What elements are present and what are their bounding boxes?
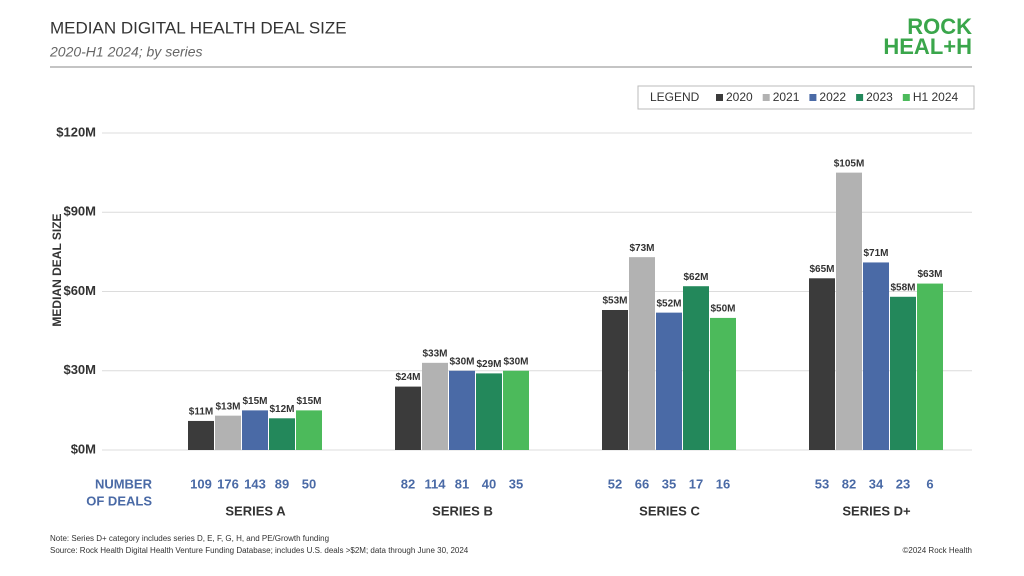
deal-count: 109 — [190, 476, 212, 491]
data-label: $15M — [242, 396, 267, 407]
data-label: $53M — [602, 296, 627, 307]
y-tick-label: $90M — [63, 204, 96, 219]
legend-swatch — [762, 94, 770, 101]
data-label: $13M — [215, 401, 240, 412]
data-label: $12M — [269, 404, 294, 415]
chart-subtitle: 2020-H1 2024; by series — [49, 44, 203, 60]
data-label: $30M — [449, 356, 474, 367]
y-axis-label: MEDIAN DEAL SIZE — [50, 213, 64, 326]
x-tick-label: SERIES A — [225, 503, 286, 518]
bar — [269, 418, 295, 450]
legend-label: 2023 — [866, 90, 893, 104]
deal-count: 114 — [425, 476, 447, 491]
data-label: $71M — [863, 248, 888, 259]
deal-count-label: NUMBER — [95, 476, 153, 491]
deal-count-label: OF DEALS — [86, 493, 152, 508]
deal-count: 143 — [244, 476, 266, 491]
bar — [710, 317, 736, 450]
bar — [890, 296, 916, 450]
deal-count: 82 — [842, 476, 856, 491]
copyright: ©2024 Rock Health — [903, 546, 973, 555]
x-tick-label: SERIES B — [432, 503, 493, 518]
deal-count: 66 — [635, 476, 649, 491]
deal-count: 176 — [217, 476, 239, 491]
bar — [215, 415, 241, 450]
data-label: $105M — [834, 158, 865, 169]
data-label: $62M — [683, 272, 708, 283]
deal-count: 40 — [482, 476, 496, 491]
data-label: $33M — [422, 348, 447, 359]
bar — [296, 410, 322, 450]
bar — [917, 283, 943, 450]
y-tick-label: $0M — [71, 441, 96, 456]
legend-swatch — [902, 94, 910, 101]
y-tick-label: $60M — [63, 283, 96, 298]
legend-label: 2021 — [773, 90, 800, 104]
chart-title: MEDIAN DIGITAL HEALTH DEAL SIZE — [50, 18, 347, 37]
data-label: $30M — [503, 356, 528, 367]
legend-title: LEGEND — [650, 90, 700, 104]
bar — [188, 420, 214, 450]
data-label: $50M — [710, 304, 735, 315]
bar — [422, 362, 448, 450]
bar — [242, 410, 268, 450]
deal-count: 23 — [896, 476, 910, 491]
bar — [476, 373, 502, 450]
logo: HEAL+H — [883, 34, 972, 59]
y-tick-label: $120M — [56, 124, 96, 139]
bar — [683, 286, 709, 450]
y-tick-label: $30M — [63, 362, 96, 377]
deal-count: 81 — [455, 476, 469, 491]
deal-count: 17 — [689, 476, 703, 491]
data-label: $52M — [656, 298, 681, 309]
note: Note: Series D+ category includes series… — [50, 534, 329, 543]
legend-swatch — [809, 94, 817, 101]
deal-count: 50 — [302, 476, 316, 491]
logo: ROCK — [907, 14, 972, 39]
deal-count: 34 — [869, 476, 884, 491]
source: Source: Rock Health Digital Health Ventu… — [50, 546, 469, 555]
deal-count: 82 — [401, 476, 415, 491]
bar — [629, 257, 655, 450]
data-label: $63M — [917, 269, 942, 280]
bar — [503, 370, 529, 450]
data-label: $24M — [395, 372, 420, 383]
bar — [836, 172, 862, 450]
bar — [449, 370, 475, 450]
legend-swatch — [716, 94, 723, 101]
legend-label: H1 2024 — [913, 90, 959, 104]
legend-swatch — [856, 94, 864, 101]
deal-count: 6 — [926, 476, 933, 491]
legend-label: 2020 — [726, 90, 753, 104]
data-label: $11M — [189, 407, 213, 418]
data-label: $15M — [296, 396, 321, 407]
deal-count: 53 — [815, 476, 829, 491]
deal-count: 35 — [509, 476, 523, 491]
data-label: $73M — [629, 243, 654, 254]
data-label: $29M — [476, 359, 501, 370]
bar — [809, 278, 835, 450]
bar — [656, 312, 682, 450]
x-tick-label: SERIES C — [639, 503, 700, 518]
x-tick-label: SERIES D+ — [842, 503, 911, 518]
data-label: $65M — [809, 264, 834, 275]
bar — [602, 309, 628, 450]
legend-label: 2022 — [819, 90, 846, 104]
deal-count: 52 — [608, 476, 622, 491]
legend-box — [637, 85, 975, 110]
bar — [395, 386, 421, 450]
deal-count: 16 — [716, 476, 730, 491]
data-label: $58M — [890, 282, 915, 293]
deal-count: 89 — [275, 476, 289, 491]
deal-count: 35 — [662, 476, 676, 491]
bar — [863, 262, 889, 450]
